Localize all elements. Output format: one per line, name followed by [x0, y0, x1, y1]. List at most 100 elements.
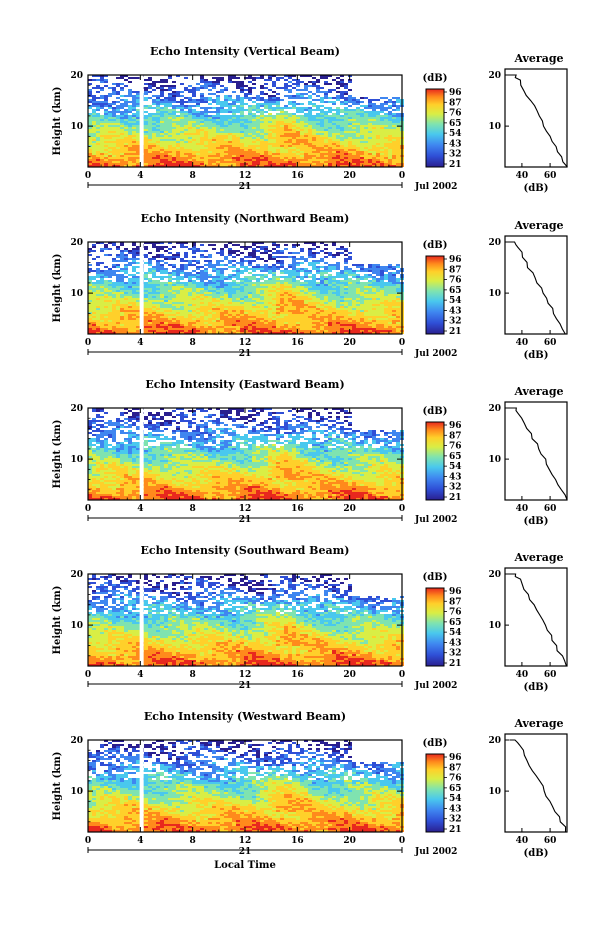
heatmap-cell	[392, 246, 396, 248]
heatmap-cell	[308, 147, 312, 149]
heatmap-image	[88, 242, 404, 334]
heatmap-cell	[384, 129, 388, 131]
heatmap-cell	[112, 252, 116, 254]
heatmap-cell	[340, 109, 344, 111]
heatmap-cell	[164, 109, 168, 111]
heatmap-cell	[312, 256, 316, 258]
heatmap-cell	[376, 250, 380, 252]
heatmap-cell	[132, 125, 136, 127]
heatmap-cell	[268, 121, 272, 123]
heatmap-cell	[264, 99, 268, 101]
heatmap-cell	[88, 262, 92, 264]
heatmap-cell	[144, 258, 148, 260]
heatmap-cell	[248, 272, 252, 274]
heatmap-cell	[184, 272, 188, 274]
heatmap-cell	[228, 252, 232, 254]
heatmap-cell	[100, 97, 104, 99]
heatmap-cell	[244, 260, 248, 262]
heatmap-cell	[344, 163, 348, 165]
heatmap-cell	[236, 77, 240, 79]
heatmap-cell	[192, 81, 196, 83]
heatmap-cell	[208, 83, 212, 85]
heatmap-cell	[92, 242, 96, 244]
heatmap-cell	[180, 137, 184, 139]
heatmap-cell	[296, 159, 300, 161]
heatmap-cell	[252, 264, 256, 266]
heatmap-cell	[172, 129, 176, 131]
heatmap-cell	[116, 85, 120, 87]
heatmap-cell	[392, 133, 396, 135]
heatmap-cell	[92, 264, 96, 266]
heatmap-cell	[144, 268, 148, 270]
heatmap-cell	[376, 137, 380, 139]
heatmap-cell	[244, 75, 248, 77]
heatmap-cell	[160, 85, 164, 87]
heatmap-cell	[112, 250, 116, 252]
heatmap-cell	[300, 109, 304, 111]
heatmap-cell	[272, 83, 276, 85]
heatmap-cell	[296, 242, 300, 244]
heatmap-cell	[368, 161, 372, 163]
heatmap-cell	[176, 262, 180, 264]
heatmap-cell	[184, 125, 188, 127]
heatmap-cell	[204, 250, 208, 252]
heatmap-cell	[360, 246, 364, 248]
heatmap-cell	[384, 103, 388, 105]
heatmap-cell	[348, 153, 352, 155]
heatmap-cell	[224, 143, 228, 145]
heatmap-cell	[320, 117, 324, 119]
heatmap-cell	[112, 109, 116, 111]
heatmap-cell	[216, 250, 220, 252]
heatmap-cell	[160, 153, 164, 155]
heatmap-cell	[320, 119, 324, 121]
heatmap-cell	[352, 133, 356, 135]
heatmap-cell	[256, 89, 260, 91]
heatmap-cell	[284, 147, 288, 149]
heatmap-cell	[308, 139, 312, 141]
heatmap-cell	[372, 121, 376, 123]
heatmap-cell	[116, 77, 120, 79]
heatmap-cell	[200, 135, 204, 137]
heatmap-cell	[288, 266, 292, 268]
heatmap-cell	[388, 155, 392, 157]
heatmap-cell	[224, 105, 228, 107]
heatmap-cell	[260, 242, 264, 244]
heatmap-cell	[376, 89, 380, 91]
heatmap-cell	[236, 147, 240, 149]
heatmap-cell	[160, 258, 164, 260]
heatmap-cell	[208, 91, 212, 93]
heatmap-cell	[216, 248, 220, 250]
heatmap-cell	[332, 135, 336, 137]
heatmap-cell	[268, 123, 272, 125]
heatmap-cell	[96, 139, 100, 141]
heatmap-cell	[388, 135, 392, 137]
heatmap-cell	[152, 121, 156, 123]
heatmap-cell	[228, 157, 232, 159]
x-tick-label: 12	[239, 171, 252, 181]
heatmap-cell	[272, 103, 276, 105]
heatmap-cell	[336, 115, 340, 117]
heatmap-cell	[336, 157, 340, 159]
heatmap-cell	[220, 95, 224, 97]
heatmap-cell	[280, 93, 284, 95]
heatmap-cell	[168, 81, 172, 83]
heatmap-cell	[352, 268, 356, 270]
heatmap-cell	[220, 161, 224, 163]
heatmap-cell	[284, 137, 288, 139]
heatmap-cell	[232, 258, 236, 260]
heatmap-cell	[224, 258, 228, 260]
heatmap-cell	[212, 97, 216, 99]
heatmap-cell	[152, 266, 156, 268]
heatmap-cell	[188, 159, 192, 161]
heatmap-cell	[372, 268, 376, 270]
heatmap-cell	[360, 125, 364, 127]
heatmap-cell	[372, 155, 376, 157]
heatmap-cell	[156, 159, 160, 161]
heatmap-cell	[196, 123, 200, 125]
heatmap-cell	[384, 131, 388, 133]
heatmap-cell	[272, 77, 276, 79]
heatmap-cell	[296, 137, 300, 139]
heatmap-cell	[136, 159, 140, 161]
heatmap-cell	[160, 123, 164, 125]
heatmap-cell	[112, 103, 116, 105]
